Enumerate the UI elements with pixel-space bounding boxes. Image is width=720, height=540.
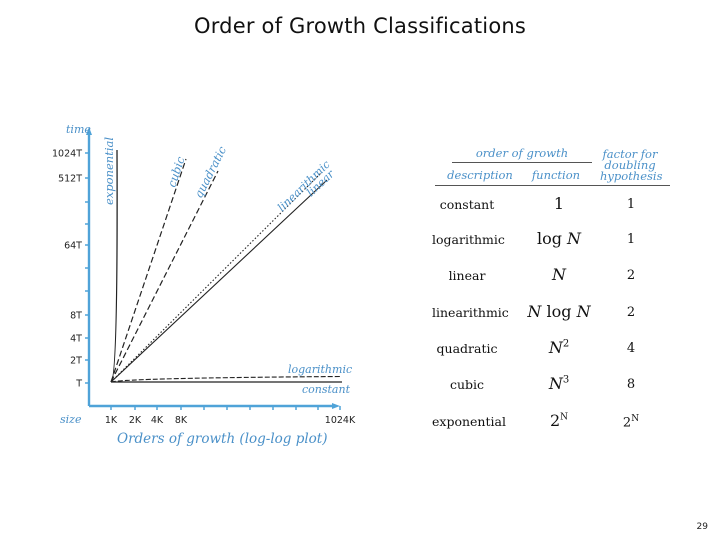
x-tick-label: 1K: [105, 415, 118, 426]
curve-cubic: [110, 158, 187, 383]
x-tick-label: 8K: [175, 415, 188, 426]
header-factor: factor for doubling hypothesis: [600, 147, 663, 183]
page-number: 29: [696, 522, 708, 532]
plot-caption: Orders of growth (log-log plot): [117, 431, 328, 447]
table-row: linearithmic N log N 2: [432, 302, 672, 334]
cell-function: N log N: [527, 302, 591, 321]
x-ticks: 1K 2K 4K 8K 1024K: [105, 406, 356, 426]
label-cubic: cubic: [165, 154, 188, 189]
label-constant: constant: [302, 383, 351, 396]
curve-linear: [110, 179, 328, 383]
cell-description: quadratic: [436, 341, 498, 356]
cell-function: N: [552, 265, 566, 284]
cell-factor: 2N: [622, 414, 640, 431]
header-order-of-growth: order of growth: [475, 146, 569, 160]
y-tick-label: T: [75, 379, 82, 390]
header-rule: [435, 185, 670, 186]
cell-description: cubic: [449, 377, 485, 392]
table-row: cubic N3 8: [432, 374, 672, 406]
y-axis-label: time: [66, 123, 91, 136]
cell-function: N3: [548, 374, 570, 393]
curve-logarithmic: [110, 375, 341, 383]
cell-factor: 4: [626, 341, 636, 356]
label-quadratic: quadratic: [191, 144, 229, 201]
y-tick-label: 512T: [58, 174, 82, 185]
label-logarithmic: logarithmic: [288, 363, 352, 376]
y-tick-label: 1024T: [52, 149, 82, 160]
x-tick-label: 2K: [129, 415, 142, 426]
cell-function: N2: [548, 338, 570, 357]
slide-title: Order of Growth Classifications: [193, 14, 527, 38]
header-factor-line-3: hypothesis: [600, 169, 663, 183]
header-factor-line-2: doubling: [604, 158, 656, 172]
y-tick-label: 4T: [70, 334, 82, 345]
header-factor-line-1: factor for: [602, 147, 658, 161]
cell-function: log N: [536, 229, 582, 248]
cell-description: exponential: [432, 414, 506, 429]
header-description: description: [447, 168, 513, 182]
growth-curves: [110, 149, 342, 383]
y-tick-label: 8T: [70, 311, 82, 322]
table-row: logarithmic log N 1: [432, 229, 672, 261]
cell-factor: 2: [626, 268, 636, 283]
x-tick-label: 1024K: [325, 415, 356, 426]
y-axis-arrowhead: [86, 127, 92, 135]
cell-function: 2N: [549, 411, 569, 430]
cell-factor: 2: [626, 305, 636, 320]
cell-factor: 1: [626, 197, 636, 212]
curve-linearithmic: [110, 171, 323, 383]
header-group-rule: [452, 162, 592, 163]
cell-description: logarithmic: [432, 232, 505, 247]
y-ticks: 1024T 512T 64T 8T 4T 2T T: [52, 149, 89, 390]
cell-description: linearithmic: [432, 305, 509, 320]
x-tick-label: 4K: [151, 415, 164, 426]
cell-description: linear: [448, 268, 486, 283]
header-function: function: [531, 168, 581, 182]
x-axis-label: size: [60, 413, 82, 426]
y-tick-label: 2T: [70, 356, 82, 367]
cell-factor: 1: [626, 232, 636, 247]
cell-description: constant: [439, 197, 495, 212]
table-row: exponential 2N 2N: [432, 411, 672, 443]
x-axis-arrowhead: [332, 403, 340, 409]
cell-function: 1: [553, 194, 565, 213]
y-tick-label: 64T: [64, 241, 82, 252]
curve-quadratic: [110, 170, 219, 383]
table-row: quadratic N2 4: [432, 338, 672, 370]
label-exponential: exponential: [102, 137, 116, 205]
table-row: constant 1 1: [432, 194, 672, 226]
table-row: linear N 2: [432, 265, 672, 297]
cell-factor: 8: [626, 377, 636, 392]
